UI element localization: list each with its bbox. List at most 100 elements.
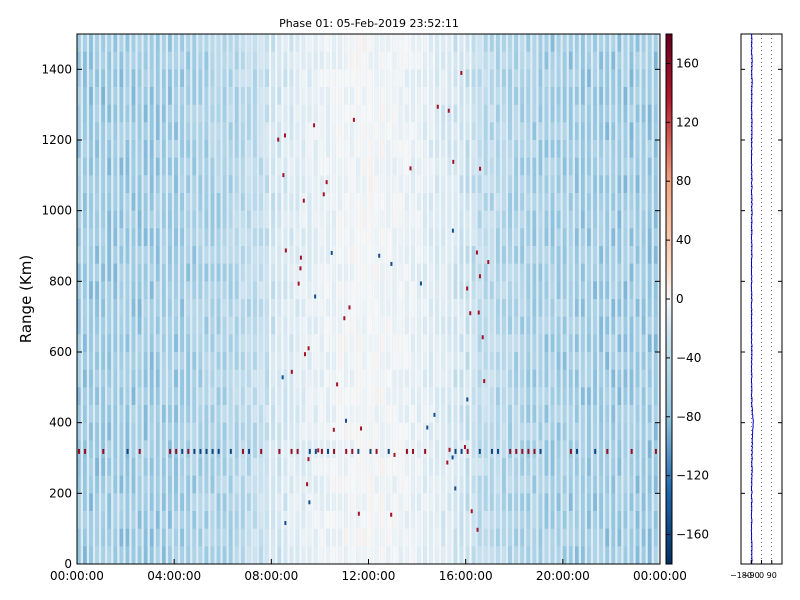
heatmap-cell bbox=[198, 334, 203, 353]
heatmap-cell bbox=[562, 228, 567, 247]
heatmap-cell bbox=[526, 69, 531, 88]
heatmap-cell bbox=[568, 193, 573, 212]
heatmap-cell bbox=[319, 51, 324, 70]
heatmap-cell bbox=[186, 546, 191, 565]
heatmap-cell bbox=[77, 387, 81, 406]
heatmap-cell bbox=[550, 69, 555, 88]
heatmap-cell bbox=[538, 228, 543, 247]
heatmap-cell bbox=[289, 405, 294, 424]
heatmap-gap bbox=[511, 34, 515, 564]
heatmap-cell bbox=[653, 104, 658, 123]
y-tick-label: 800 bbox=[49, 274, 72, 288]
heatmap-cell bbox=[83, 405, 87, 424]
heatmap-cell bbox=[502, 528, 506, 547]
heatmap-cell bbox=[429, 51, 433, 70]
y-tick-label: 600 bbox=[49, 345, 72, 359]
heatmap-cell bbox=[301, 405, 306, 424]
heatmap-gap bbox=[384, 34, 387, 564]
heatmap-cell bbox=[502, 157, 506, 176]
heatmap-cell bbox=[295, 528, 300, 547]
heatmap-cell bbox=[550, 387, 555, 406]
heatmap-gap bbox=[621, 34, 624, 564]
profile-ticks: −180−90 0 90 bbox=[730, 68, 782, 580]
heatmap-cell bbox=[253, 69, 257, 88]
heatmap-cell bbox=[429, 140, 433, 159]
heatmap-cell bbox=[119, 387, 124, 406]
heatmap-cell bbox=[623, 316, 628, 335]
heatmap-cell bbox=[149, 546, 154, 565]
heatmap-cell bbox=[216, 175, 221, 194]
heatmap-cell bbox=[301, 387, 306, 406]
heatmap-cell bbox=[265, 51, 270, 70]
heatmap-cell bbox=[392, 511, 397, 530]
heatmap-cell bbox=[168, 475, 172, 494]
heatmap-cell bbox=[362, 122, 367, 141]
heatmap-cell bbox=[222, 140, 227, 159]
heatmap-cell bbox=[101, 34, 106, 53]
heatmap-cell bbox=[186, 316, 191, 335]
heatmap-cell bbox=[647, 69, 652, 88]
heatmap-cell bbox=[332, 140, 336, 159]
heatmap-cell bbox=[125, 157, 130, 176]
heatmap-cell bbox=[283, 458, 288, 477]
heatmap-cell bbox=[265, 299, 270, 318]
heatmap-cell bbox=[459, 157, 464, 176]
heatmap-cell bbox=[568, 352, 573, 371]
heatmap-cell bbox=[77, 140, 81, 159]
heatmap-spike bbox=[138, 448, 141, 454]
heatmap-cell bbox=[271, 210, 276, 229]
heatmap-cell bbox=[574, 193, 579, 212]
heatmap-cell bbox=[222, 157, 227, 176]
heatmap-cell bbox=[453, 263, 458, 282]
heatmap-cell bbox=[332, 228, 336, 247]
heatmap-cell bbox=[289, 369, 294, 388]
heatmap-cell bbox=[198, 281, 203, 300]
heatmap-cell bbox=[514, 281, 519, 300]
heatmap-cell bbox=[289, 104, 294, 123]
heatmap-cell bbox=[222, 511, 227, 530]
heatmap-spike bbox=[478, 448, 481, 454]
heatmap-cell bbox=[647, 422, 652, 441]
heatmap-cell bbox=[581, 122, 585, 141]
heatmap-cell bbox=[617, 369, 622, 388]
heatmap-cell bbox=[647, 334, 652, 353]
heatmap-cell bbox=[265, 69, 270, 88]
heatmap-cell bbox=[520, 140, 525, 159]
heatmap-spike bbox=[336, 382, 339, 387]
heatmap-spike bbox=[630, 448, 633, 454]
heatmap-cell bbox=[101, 387, 106, 406]
heatmap-cell bbox=[143, 140, 148, 159]
heatmap-cell bbox=[502, 422, 506, 441]
heatmap-cell bbox=[149, 69, 154, 88]
heatmap-cell bbox=[617, 210, 622, 229]
heatmap-cell bbox=[350, 546, 355, 565]
heatmap-cell bbox=[599, 422, 604, 441]
heatmap-cell bbox=[386, 422, 391, 441]
heatmap-cell bbox=[265, 228, 270, 247]
heatmap-cell bbox=[398, 157, 403, 176]
heatmap-cell bbox=[180, 140, 185, 159]
heatmap-cell bbox=[471, 263, 476, 282]
heatmap-cell bbox=[647, 263, 652, 282]
heatmap-gap bbox=[475, 34, 478, 564]
heatmap-cell bbox=[483, 157, 488, 176]
heatmap-cell bbox=[538, 140, 543, 159]
heatmap-cell bbox=[131, 405, 136, 424]
heatmap-cell bbox=[447, 299, 452, 318]
heatmap-cell bbox=[77, 475, 81, 494]
heatmap-cell bbox=[635, 405, 640, 424]
heatmap-cell bbox=[332, 175, 336, 194]
heatmap-cell bbox=[283, 51, 288, 70]
heatmap-cell bbox=[386, 281, 391, 300]
heatmap-cell bbox=[587, 175, 591, 194]
heatmap-cell bbox=[653, 352, 658, 371]
heatmap-cell bbox=[362, 511, 367, 530]
heatmap-cell bbox=[623, 140, 628, 159]
heatmap-cell bbox=[265, 440, 270, 459]
heatmap-gap bbox=[329, 34, 333, 564]
heatmap-cell bbox=[423, 228, 427, 247]
heatmap-cell bbox=[368, 175, 373, 194]
heatmap-cell bbox=[131, 528, 136, 547]
heatmap-cell bbox=[435, 246, 440, 265]
heatmap-cell bbox=[459, 334, 464, 353]
